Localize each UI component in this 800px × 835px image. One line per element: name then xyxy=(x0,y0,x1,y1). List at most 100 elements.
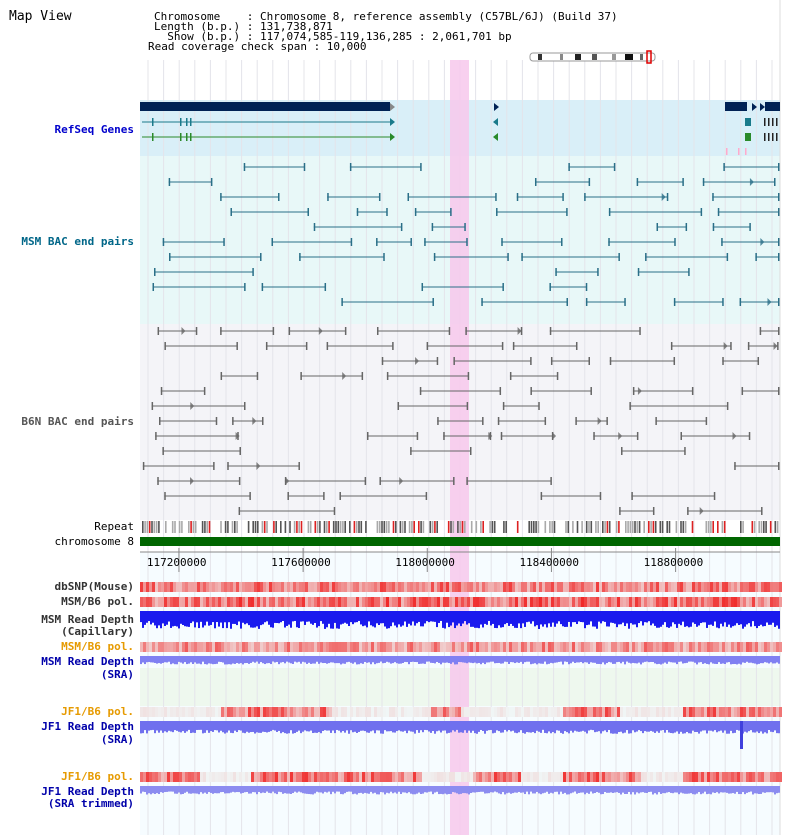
msm-bac-end-mark xyxy=(613,163,616,171)
jf1-depth-bar xyxy=(688,721,690,734)
msm-b6-pol-heat-cell xyxy=(227,597,230,607)
msm-depth-capillary-bar xyxy=(372,611,374,627)
msm-depth-sra-bar xyxy=(286,656,288,662)
msm-depth-sra-bar xyxy=(536,656,538,665)
msm-depth-sra-bar xyxy=(640,656,642,665)
msm-depth-sra-bar xyxy=(528,656,530,662)
track-label-refseq[interactable]: RefSeq Genes xyxy=(54,123,134,136)
msm-depth-capillary-bar xyxy=(656,611,658,628)
msm-depth-capillary-bar xyxy=(626,611,628,624)
msm-depth-sra-bar xyxy=(680,656,682,662)
repeat-feature xyxy=(549,521,551,533)
msm-b6-pol-heat-cell xyxy=(632,597,635,607)
jf1-b6-pol-trimmed-heat-cell xyxy=(437,772,440,782)
jf1-depth-trimmed-bar xyxy=(754,786,756,794)
jf1-b6-pol-trimmed-heat-cell xyxy=(494,772,497,782)
msm-depth-sra-bar xyxy=(432,656,434,663)
msm-b6-pol-heat-cell xyxy=(749,597,752,607)
msm-depth-sra-bar xyxy=(600,656,602,665)
jf1-depth-trimmed-bar xyxy=(206,786,208,794)
track-label-msm-depth-sra-sub: (SRA) xyxy=(100,668,134,681)
msm-depth-sra-bar xyxy=(698,656,700,663)
msm-b6-pol-heat-cell xyxy=(740,597,743,607)
jf1-b6-pol-trimmed-heat-cell xyxy=(560,772,563,782)
b6n-bac-end-mark xyxy=(609,357,612,365)
msm-depth-sra-bar xyxy=(582,656,584,664)
jf1-depth-bar xyxy=(364,721,366,732)
b6n-bac-end-mark xyxy=(722,357,724,365)
dbsnp-heat-cell xyxy=(212,582,215,592)
jf1-b6-pol-trimmed-heat-cell xyxy=(536,772,539,782)
msm-depth-capillary-bar xyxy=(440,611,442,621)
msm-b6-pol-sra-heat-cell xyxy=(314,642,317,652)
jf1-depth-trimmed-bar xyxy=(434,786,436,793)
msm-depth-capillary-bar xyxy=(672,611,674,623)
msm-depth-sra-bar xyxy=(516,656,518,663)
jf1-depth-trimmed-bar xyxy=(270,786,272,794)
jf1-depth-trimmed-bar xyxy=(490,786,492,793)
msm-depth-capillary-bar xyxy=(166,611,168,625)
repeat-feature xyxy=(482,521,484,533)
jf1-depth-bar xyxy=(316,721,318,733)
jf1-depth-trimmed-bar xyxy=(210,786,212,793)
msm-depth-capillary-bar xyxy=(778,611,780,629)
msm-b6-pol-heat-cell xyxy=(389,597,392,607)
msm-bac-end-mark xyxy=(496,208,498,216)
msm-depth-capillary-bar xyxy=(370,611,372,626)
jf1-b6-pol-trimmed-heat-cell xyxy=(707,772,710,782)
msm-depth-sra-bar xyxy=(196,656,198,664)
jf1-depth-bar xyxy=(182,721,184,732)
msm-b6-pol-sra-heat-cell xyxy=(635,642,638,652)
jf1-b6-pol-trimmed-heat-cell xyxy=(659,772,662,782)
repeat-feature xyxy=(296,521,298,533)
jf1-b6-pol-heat-cell xyxy=(776,707,779,717)
ideogram-band xyxy=(625,54,633,60)
msm-b6-pol-sra-heat-cell xyxy=(497,642,500,652)
jf1-b6-pol-heat-cell xyxy=(218,707,221,717)
msm-bac-end-mark xyxy=(755,253,757,261)
b6n-bac-end-mark xyxy=(364,477,367,485)
jf1-b6-pol-heat-cell xyxy=(566,707,569,717)
jf1-depth-trimmed-bar xyxy=(416,786,418,794)
jf1-depth-bar xyxy=(222,721,224,733)
msm-depth-sra-bar xyxy=(146,656,148,663)
msm-bac-end-mark xyxy=(516,193,519,201)
msm-depth-sra-bar xyxy=(446,656,448,663)
dbsnp-heat-cell xyxy=(377,582,380,592)
msm-depth-sra-bar xyxy=(398,656,400,664)
gene-exon xyxy=(190,133,192,141)
msm-b6-pol-sra-heat-cell xyxy=(482,642,485,652)
jf1-b6-pol-heat-cell xyxy=(200,707,203,717)
track-label-b6n-bac[interactable]: B6N BAC end pairs xyxy=(21,415,134,428)
msm-depth-sra-bar xyxy=(332,656,334,663)
dbsnp-heat-cell xyxy=(185,582,188,592)
jf1-depth-trimmed-bar xyxy=(616,786,618,793)
gene-strand-arrow xyxy=(390,133,395,141)
dbsnp-heat-cell xyxy=(386,582,389,592)
msm-depth-capillary-bar xyxy=(652,611,654,624)
jf1-b6-pol-trimmed-heat-cell xyxy=(323,772,326,782)
jf1-b6-pol-trimmed-heat-cell xyxy=(239,772,242,782)
msm-bac-end-mark xyxy=(450,208,452,216)
dbsnp-heat-cell xyxy=(443,582,446,592)
msm-b6-pol-sra-heat-cell xyxy=(713,642,716,652)
b6n-bac-end-mark xyxy=(288,327,291,335)
msm-bac-end-mark xyxy=(717,208,720,216)
gene-strand-arrow xyxy=(390,118,395,126)
msm-b6-pol-sra-heat-cell xyxy=(383,642,386,652)
track-label-msm-bac[interactable]: MSM BAC end pairs xyxy=(21,235,134,248)
msm-depth-sra-bar xyxy=(480,656,482,665)
msm-depth-capillary-bar xyxy=(400,611,402,627)
msm-depth-capillary-bar xyxy=(322,611,324,624)
msm-depth-capillary-bar xyxy=(602,611,604,622)
msm-depth-capillary-bar xyxy=(648,611,650,622)
msm-depth-sra-bar xyxy=(538,656,540,664)
jf1-depth-trimmed-bar xyxy=(184,786,186,793)
msm-depth-capillary-bar xyxy=(650,611,652,626)
msm-depth-capillary-bar xyxy=(266,611,268,622)
repeat-feature xyxy=(774,521,777,533)
jf1-b6-pol-trimmed-heat-cell xyxy=(206,772,209,782)
msm-depth-sra-bar xyxy=(268,656,270,664)
repeat-feature xyxy=(666,521,668,533)
jf1-b6-pol-heat-cell xyxy=(326,707,329,717)
